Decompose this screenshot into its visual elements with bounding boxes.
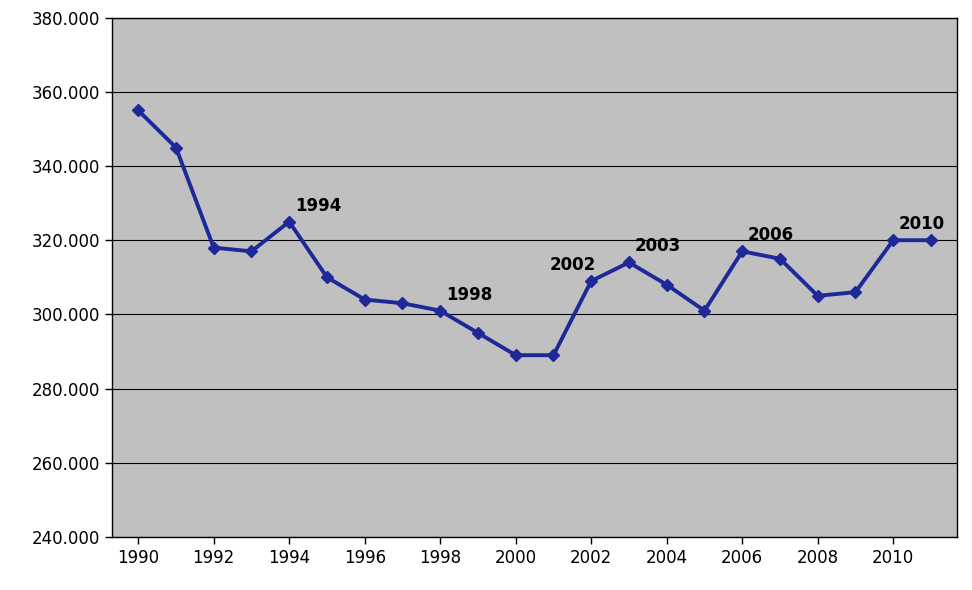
Text: 2010: 2010: [899, 215, 945, 233]
Text: 1994: 1994: [295, 196, 341, 215]
Text: 2006: 2006: [747, 226, 794, 244]
Text: 2002: 2002: [549, 256, 596, 274]
Text: 1998: 1998: [446, 286, 492, 304]
Text: 2003: 2003: [635, 237, 680, 255]
